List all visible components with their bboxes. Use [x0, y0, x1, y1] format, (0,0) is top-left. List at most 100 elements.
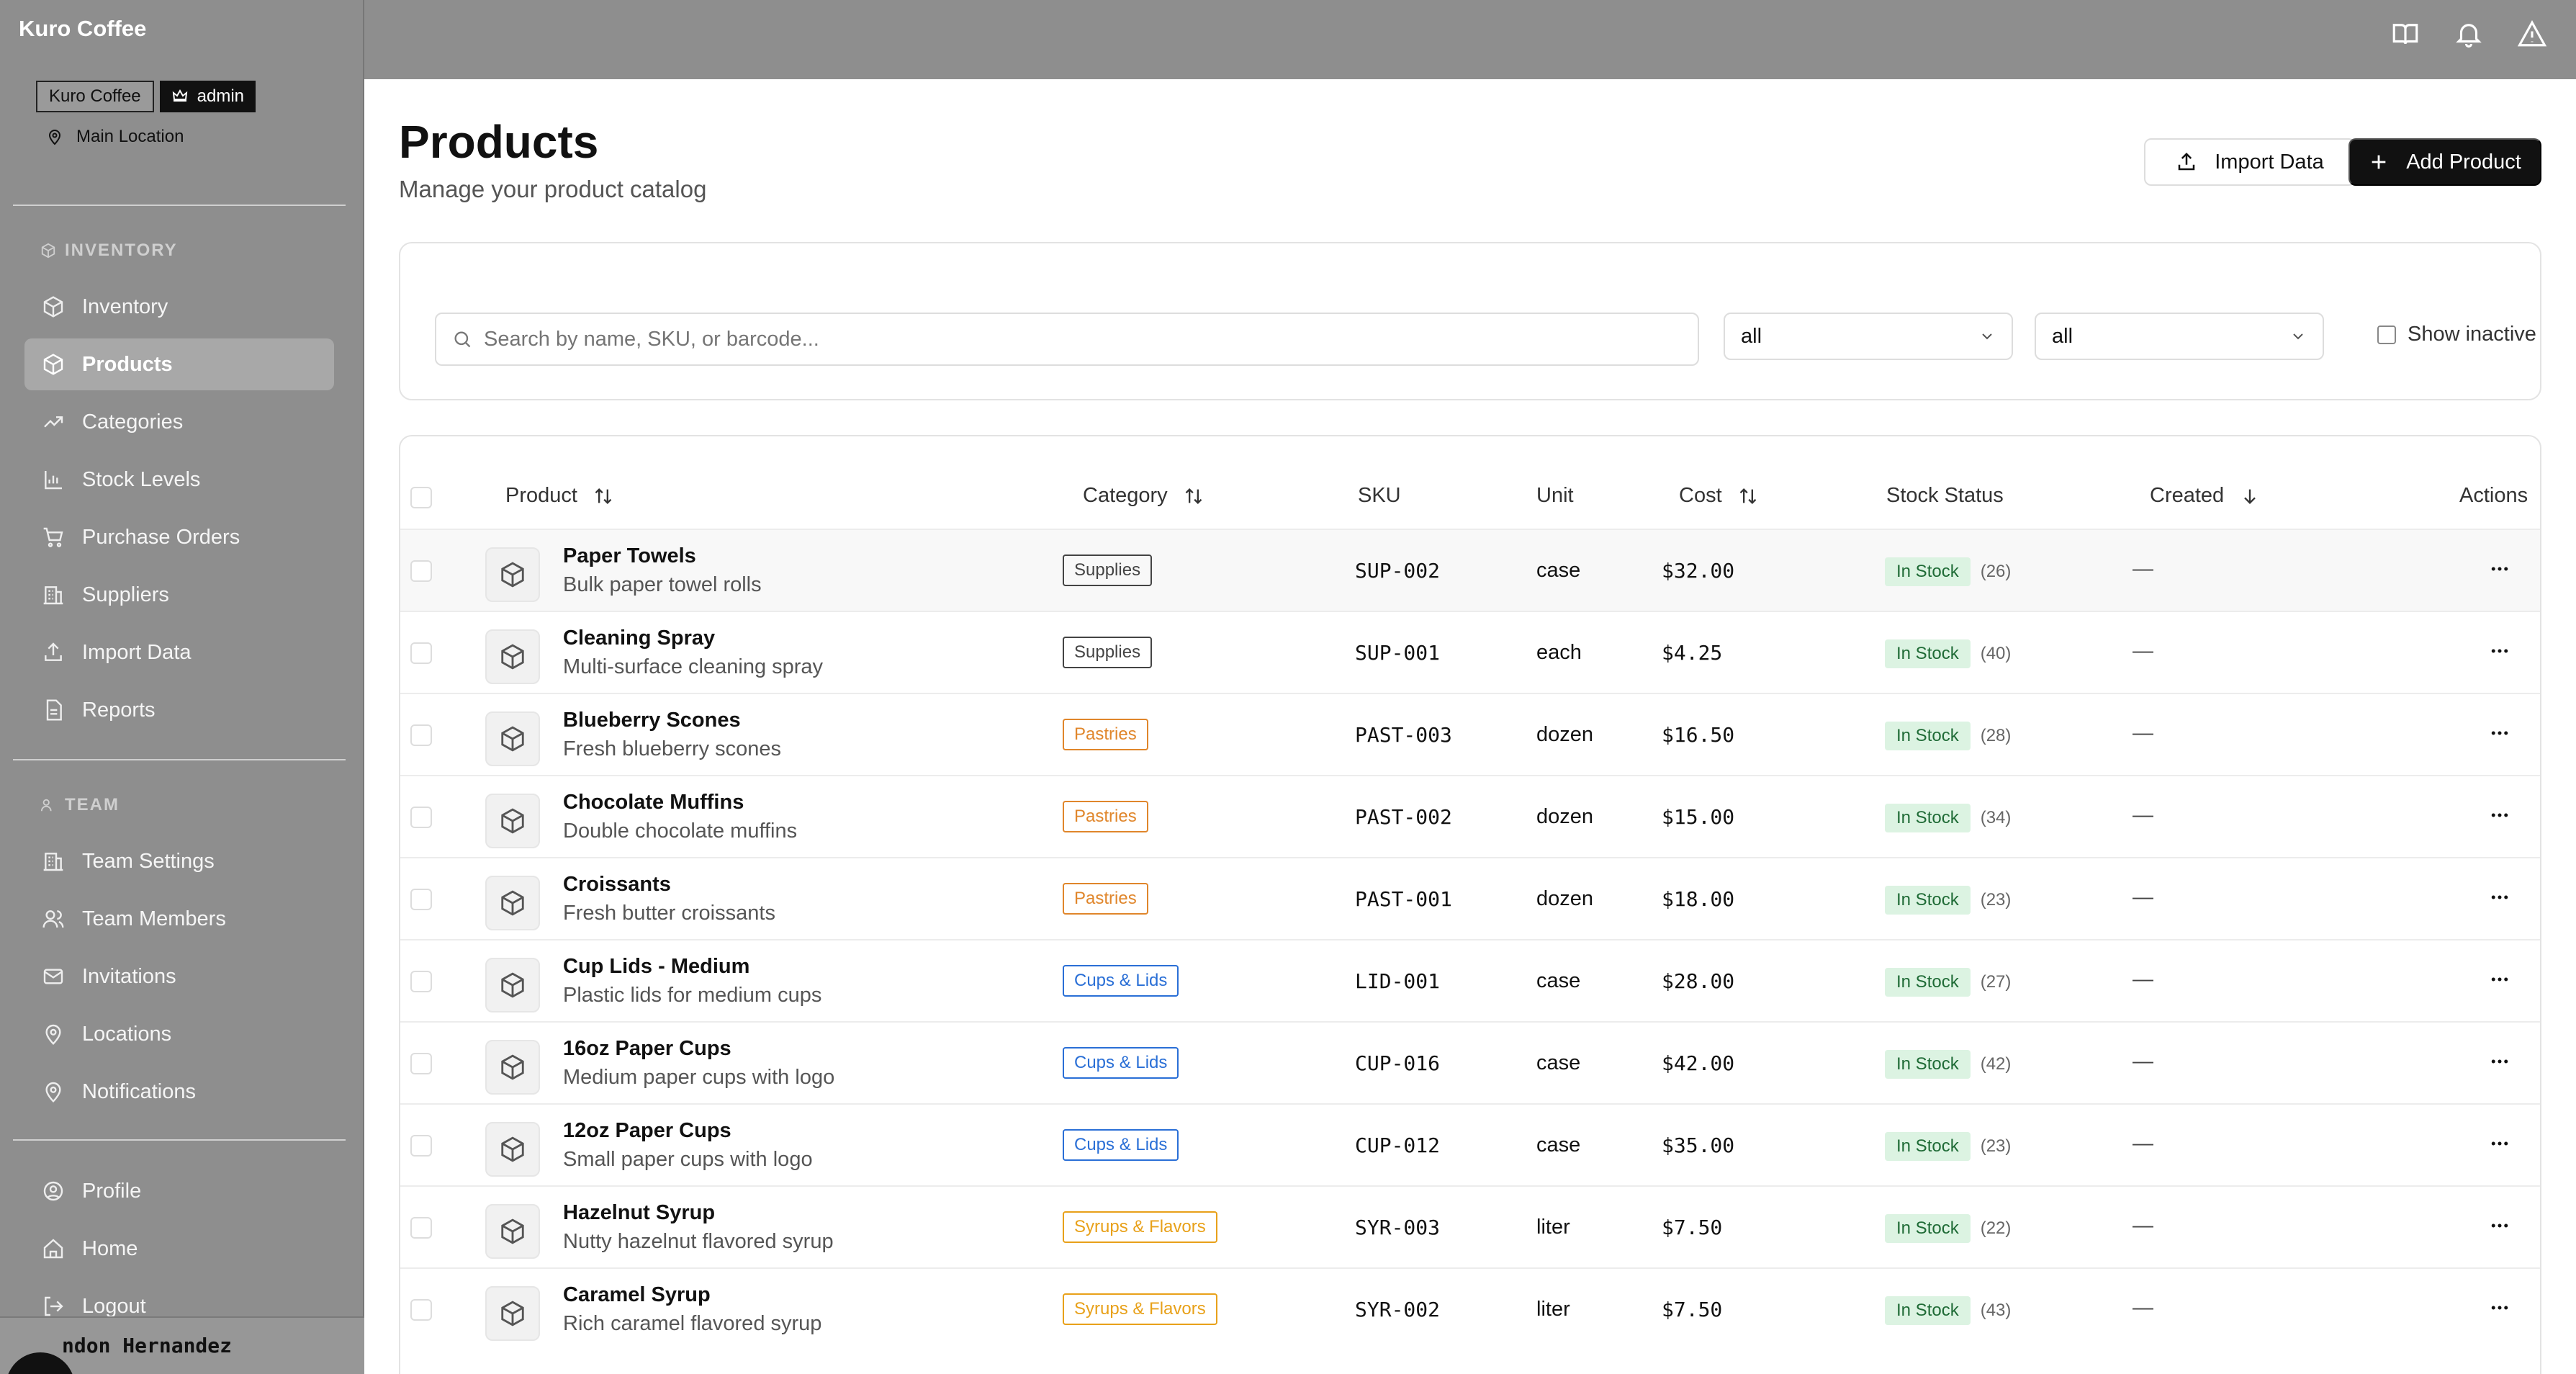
sku-value: PAST-001 [1355, 887, 1452, 911]
table-row[interactable]: Paper Towels Bulk paper towel rolls Suppli… [400, 529, 2540, 611]
row-actions-button[interactable] [2485, 965, 2514, 994]
search-box[interactable] [435, 313, 1699, 366]
sort-icon [1739, 488, 1756, 504]
book-icon[interactable] [2390, 19, 2420, 49]
row-checkbox[interactable] [410, 807, 432, 828]
row-actions-button[interactable] [2485, 1293, 2514, 1322]
show-inactive-toggle[interactable]: Show inactive [2377, 323, 2536, 346]
select-all-checkbox[interactable] [410, 487, 432, 508]
row-actions-button[interactable] [2485, 719, 2514, 747]
sidebar-item-suppliers[interactable]: Suppliers [24, 569, 334, 621]
sidebar-item-team-members[interactable]: Team Members [24, 893, 334, 945]
created-value: — [2133, 804, 2153, 827]
team-badge[interactable]: Kuro Coffee [36, 81, 154, 112]
product-name[interactable]: Croissants [563, 873, 671, 896]
column-cost[interactable]: Cost [1679, 484, 1758, 508]
box-icon [501, 562, 524, 588]
product-name[interactable]: Blueberry Scones [563, 709, 741, 732]
table-row[interactable]: Chocolate Muffins Double chocolate muffin… [400, 775, 2540, 857]
product-name[interactable]: Cup Lids - Medium [563, 955, 750, 978]
category-filter-select[interactable]: all [1724, 313, 2013, 360]
row-actions-button[interactable] [2485, 1129, 2514, 1158]
bell-icon[interactable] [2454, 19, 2484, 49]
table-row[interactable]: Hazelnut Syrup Nutty hazelnut flavored sy… [400, 1185, 2540, 1267]
sidebar-item-team-settings[interactable]: Team Settings [24, 835, 334, 887]
product-thumbnail [485, 794, 540, 848]
category-badge: Cups & Lids [1063, 965, 1179, 997]
user-name: ndon Hernandez [62, 1334, 233, 1357]
sidebar-item-reports[interactable]: Reports [24, 684, 334, 736]
sidebar-item-notifications[interactable]: Notifications [24, 1066, 334, 1118]
sidebar-item-logout[interactable]: Logout [24, 1280, 334, 1332]
sku-value: SYR-003 [1355, 1216, 1441, 1239]
product-name[interactable]: 12oz Paper Cups [563, 1119, 731, 1142]
sidebar-item-categories[interactable]: Categories [24, 396, 334, 448]
sku-value: SUP-002 [1355, 559, 1441, 583]
product-name[interactable]: Hazelnut Syrup [563, 1201, 716, 1224]
sidebar-item-inventory[interactable]: Inventory [24, 281, 334, 333]
product-description: Fresh butter croissants [563, 902, 775, 925]
row-actions-button[interactable] [2485, 1047, 2514, 1076]
row-actions-button[interactable] [2485, 1211, 2514, 1240]
column-product[interactable]: Product [505, 484, 613, 508]
table-row[interactable]: 12oz Paper Cups Small paper cups with log… [400, 1103, 2540, 1185]
row-actions-button[interactable] [2485, 801, 2514, 830]
product-name[interactable]: Caramel Syrup [563, 1283, 711, 1306]
product-thumbnail [485, 958, 540, 1012]
product-thumbnail [485, 547, 540, 602]
stock-status: In Stock (28) [1885, 722, 2011, 750]
status-badge: In Stock [1885, 1296, 1971, 1325]
sidebar-item-products[interactable]: Products [24, 338, 334, 390]
stock-status: In Stock (26) [1885, 557, 2011, 586]
column-actions: Actions [2459, 484, 2528, 507]
sidebar-item-locations[interactable]: Locations [24, 1008, 334, 1060]
table-row[interactable]: Cleaning Spray Multi-surface cleaning spr… [400, 611, 2540, 693]
add-product-button[interactable]: Add Product [2348, 138, 2541, 186]
table-row[interactable]: 16oz Paper Cups Medium paper cups with lo… [400, 1021, 2540, 1103]
sidebar-item-invitations[interactable]: Invitations [24, 951, 334, 1002]
product-name[interactable]: Chocolate Muffins [563, 791, 744, 814]
sidebar-item-purchase-orders[interactable]: Purchase Orders [24, 511, 334, 563]
row-checkbox[interactable] [410, 1217, 432, 1239]
sidebar-item-import-data[interactable]: Import Data [24, 627, 334, 678]
import-data-button[interactable]: Import Data [2144, 138, 2356, 186]
row-checkbox[interactable] [410, 642, 432, 664]
row-checkbox[interactable] [410, 1135, 432, 1157]
row-checkbox[interactable] [410, 1053, 432, 1074]
row-checkbox[interactable] [410, 724, 432, 746]
category-badge: Syrups & Flavors [1063, 1211, 1217, 1243]
cost-value: $35.00 [1662, 1133, 1735, 1157]
column-created[interactable]: Created [2150, 484, 2260, 508]
row-checkbox[interactable] [410, 889, 432, 910]
product-name[interactable]: Paper Towels [563, 544, 696, 567]
row-actions-button[interactable] [2485, 637, 2514, 665]
current-location[interactable]: Main Location [46, 127, 184, 147]
product-name[interactable]: 16oz Paper Cups [563, 1037, 731, 1060]
column-category[interactable]: Category [1083, 484, 1204, 508]
product-name[interactable]: Cleaning Spray [563, 627, 716, 650]
alert-triangle-icon[interactable] [2517, 19, 2547, 49]
sidebar-item-stock-levels[interactable]: Stock Levels [24, 454, 334, 506]
users-icon [40, 799, 52, 812]
table-row[interactable]: Blueberry Scones Fresh blueberry scones Pa… [400, 693, 2540, 775]
row-actions-button[interactable] [2485, 883, 2514, 912]
table-row[interactable]: Cup Lids - Medium Plastic lids for medium… [400, 939, 2540, 1021]
product-thumbnail [485, 876, 540, 930]
sidebar-item-profile[interactable]: Profile [24, 1165, 334, 1217]
table-row[interactable]: Croissants Fresh butter croissants Pastrie… [400, 857, 2540, 939]
status-filter-select[interactable]: all [2035, 313, 2324, 360]
show-inactive-checkbox[interactable] [2377, 325, 2396, 344]
row-checkbox[interactable] [410, 560, 432, 582]
user-footer[interactable]: N ndon Hernandez [0, 1316, 364, 1374]
category-badge: Cups & Lids [1063, 1129, 1179, 1161]
sidebar-item-label: Profile [82, 1179, 142, 1203]
search-input[interactable] [484, 327, 1636, 351]
row-checkbox[interactable] [410, 971, 432, 992]
table-header: Product Category SKU Unit Cost Stock Sta… [400, 436, 2540, 529]
more-horizontal-icon [2491, 649, 2508, 653]
sidebar-item-home[interactable]: Home [24, 1223, 334, 1275]
row-checkbox[interactable] [410, 1299, 432, 1321]
row-actions-button[interactable] [2485, 554, 2514, 583]
sidebar: Kuro Coffee Kuro Coffee admin Main Locat… [0, 0, 364, 1374]
table-row[interactable]: Caramel Syrup Rich caramel flavored syrup… [400, 1267, 2540, 1350]
